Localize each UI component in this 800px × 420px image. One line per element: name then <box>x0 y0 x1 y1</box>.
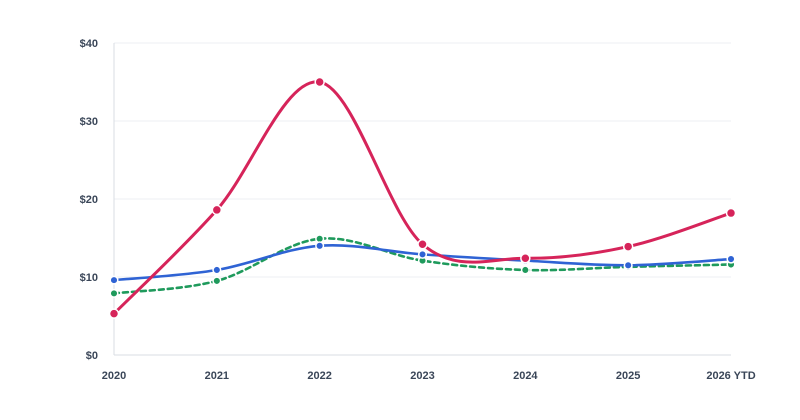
data-point <box>417 238 428 250</box>
data-point <box>315 241 325 251</box>
x-tick-label: 2023 <box>410 370 434 382</box>
data-point <box>417 249 428 259</box>
data-point <box>109 275 119 285</box>
x-tick-label: 2020 <box>102 370 126 382</box>
data-point <box>622 241 634 252</box>
data-point <box>725 207 737 219</box>
y-tick-label: $30 <box>80 116 98 128</box>
x-tick-label: 2021 <box>205 370 229 382</box>
x-tick-label: 2022 <box>307 370 331 382</box>
y-tick-label: $40 <box>80 38 98 50</box>
data-points <box>108 76 737 319</box>
data-point <box>212 265 222 275</box>
x-tick-labels: 2020 2021 2022 2023 2024 2025 2026 YTD <box>102 370 756 382</box>
grid-lines <box>114 42 731 278</box>
data-point <box>109 288 119 298</box>
y-tick-label: $0 <box>86 350 98 362</box>
data-point <box>520 253 531 264</box>
data-point <box>623 260 633 270</box>
x-tick-label: 2026 YTD <box>706 370 755 382</box>
data-point <box>314 76 325 88</box>
axes <box>113 43 731 356</box>
data-point <box>520 265 530 275</box>
y-tick-labels: $0 $10 $20 $30 $40 <box>80 38 98 362</box>
data-point <box>212 276 222 286</box>
data-point <box>108 308 120 319</box>
series-lines <box>112 80 733 316</box>
data-point <box>211 204 223 216</box>
series-line-1 <box>112 80 733 316</box>
x-tick-label: 2024 <box>513 370 538 382</box>
y-tick-label: $10 <box>80 272 98 284</box>
y-tick-label: $20 <box>80 194 98 206</box>
x-tick-label: 2025 <box>616 370 640 382</box>
data-point <box>726 254 736 264</box>
